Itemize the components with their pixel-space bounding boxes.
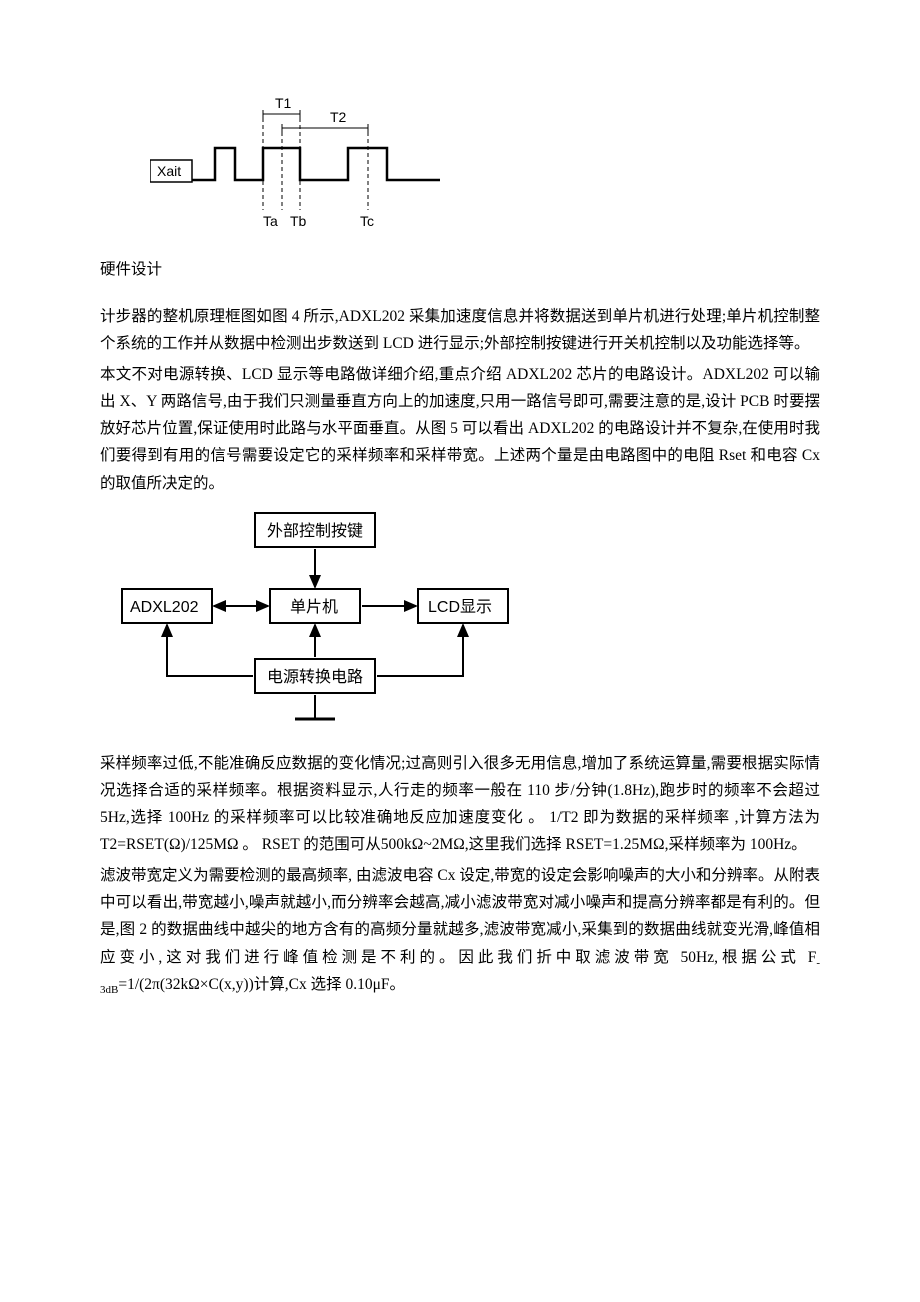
- paragraph-1: 计步器的整机原理框图如图 4 所示,ADXL202 采集加速度信息并将数据送到单…: [100, 303, 820, 357]
- mcu-label: 单片机: [290, 598, 338, 616]
- section-heading: 硬件设计: [100, 258, 820, 283]
- tc-label: Tc: [360, 213, 374, 229]
- xait-label: Xait: [157, 163, 181, 179]
- tb-label: Tb: [290, 213, 307, 229]
- adxl-label: ADXL202: [130, 599, 199, 616]
- t1-label: T1: [275, 95, 292, 111]
- timing-diagram: T1 T2 Xait Ta Tb Tc: [150, 90, 820, 240]
- block-diagram: 外部控制按键 ADXL202 单片机 LCD显示 电源转换电路: [120, 511, 820, 736]
- t2-label: T2: [330, 109, 347, 125]
- ta-label: Ta: [263, 213, 278, 229]
- keys-label: 外部控制按键: [267, 522, 363, 540]
- paragraph-2: 本文不对电源转换、LCD 显示等电路做详细介绍,重点介绍 ADXL202 芯片的…: [100, 361, 820, 497]
- lcd-label: LCD显示: [428, 599, 492, 616]
- paragraph-4: 滤波带宽定义为需要检测的最高频率, 由滤波电容 Cx 设定,带宽的设定会影响噪声…: [100, 862, 820, 998]
- para4-a: 滤波带宽定义为需要检测的最高频率, 由滤波电容 Cx 设定,带宽的设定会影响噪声…: [100, 867, 820, 965]
- psu-label: 电源转换电路: [267, 668, 363, 686]
- para4-b: =1/(2π(32kΩ×C(x,y))计算,Cx 选择 0.10μF。: [118, 976, 405, 993]
- paragraph-3: 采样频率过低,不能准确反应数据的变化情况;过高则引入很多无用信息,增加了系统运算…: [100, 750, 820, 859]
